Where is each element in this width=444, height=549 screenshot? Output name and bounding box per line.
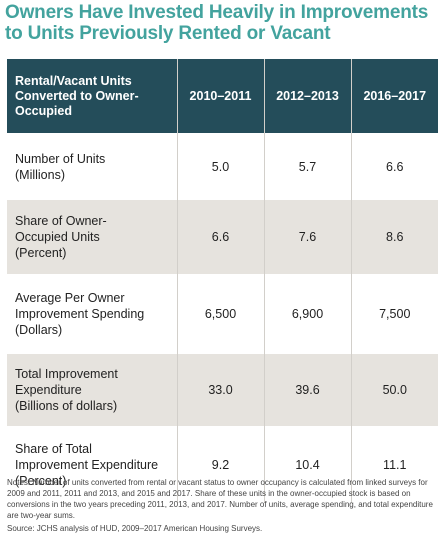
row-label: Share of Total Improvement Expenditure (… — [7, 426, 177, 503]
row-label: Average Per Owner Improvement Spending (… — [7, 274, 177, 354]
header-year-2010-2011: 2010–2011 — [176, 59, 264, 134]
row-label: Number of Units (Millions) — [7, 133, 177, 200]
cell-value: 6,900 — [263, 274, 351, 354]
row-label: Total Improvement Expenditure (Billions … — [7, 353, 177, 427]
cell-value: 50.0 — [350, 353, 438, 427]
data-table: Rental/Vacant Units Converted to Owner-O… — [7, 59, 438, 503]
table-row: Share of Owner- Occupied Units (Percent)… — [7, 199, 438, 275]
cell-value: 7,500 — [350, 274, 438, 354]
cell-value: 33.0 — [176, 353, 264, 427]
table-row: Average Per Owner Improvement Spending (… — [7, 274, 438, 354]
cell-value: 6.6 — [350, 133, 438, 200]
table-row: Share of Total Improvement Expenditure (… — [7, 426, 438, 503]
cell-value: 6.6 — [176, 199, 264, 275]
header-year-2016-2017: 2016–2017 — [350, 59, 438, 134]
row-label: Share of Owner- Occupied Units (Percent) — [7, 199, 177, 275]
table-row: Total Improvement Expenditure (Billions … — [7, 353, 438, 427]
cell-value: 5.0 — [176, 133, 264, 200]
header-year-2012-2013: 2012–2013 — [263, 59, 351, 134]
cell-value: 7.6 — [263, 199, 351, 275]
cell-value: 11.1 — [350, 426, 438, 503]
table-notes: Notes: Number of units converted from re… — [7, 478, 433, 520]
cell-value: 6,500 — [176, 274, 264, 354]
header-row-label: Rental/Vacant Units Converted to Owner-O… — [7, 59, 177, 134]
table-source: Source: JCHS analysis of HUD, 2009–2017 … — [7, 524, 263, 533]
cell-value: 39.6 — [263, 353, 351, 427]
cell-value: 8.6 — [350, 199, 438, 275]
title-line-1: Owners Have Invested Heavily in Improvem… — [5, 2, 429, 23]
cell-value: 9.2 — [176, 426, 264, 503]
cell-value: 5.7 — [263, 133, 351, 200]
table-header-row: Rental/Vacant Units Converted to Owner-O… — [7, 59, 438, 134]
title-line-2: to Units Previously Rented or Vacant — [5, 23, 331, 44]
cell-value: 10.4 — [263, 426, 351, 503]
table-row: Number of Units (Millions) 5.0 5.7 6.6 — [7, 133, 438, 200]
page-title: Owners Have Invested Heavily in Improvem… — [5, 2, 441, 44]
